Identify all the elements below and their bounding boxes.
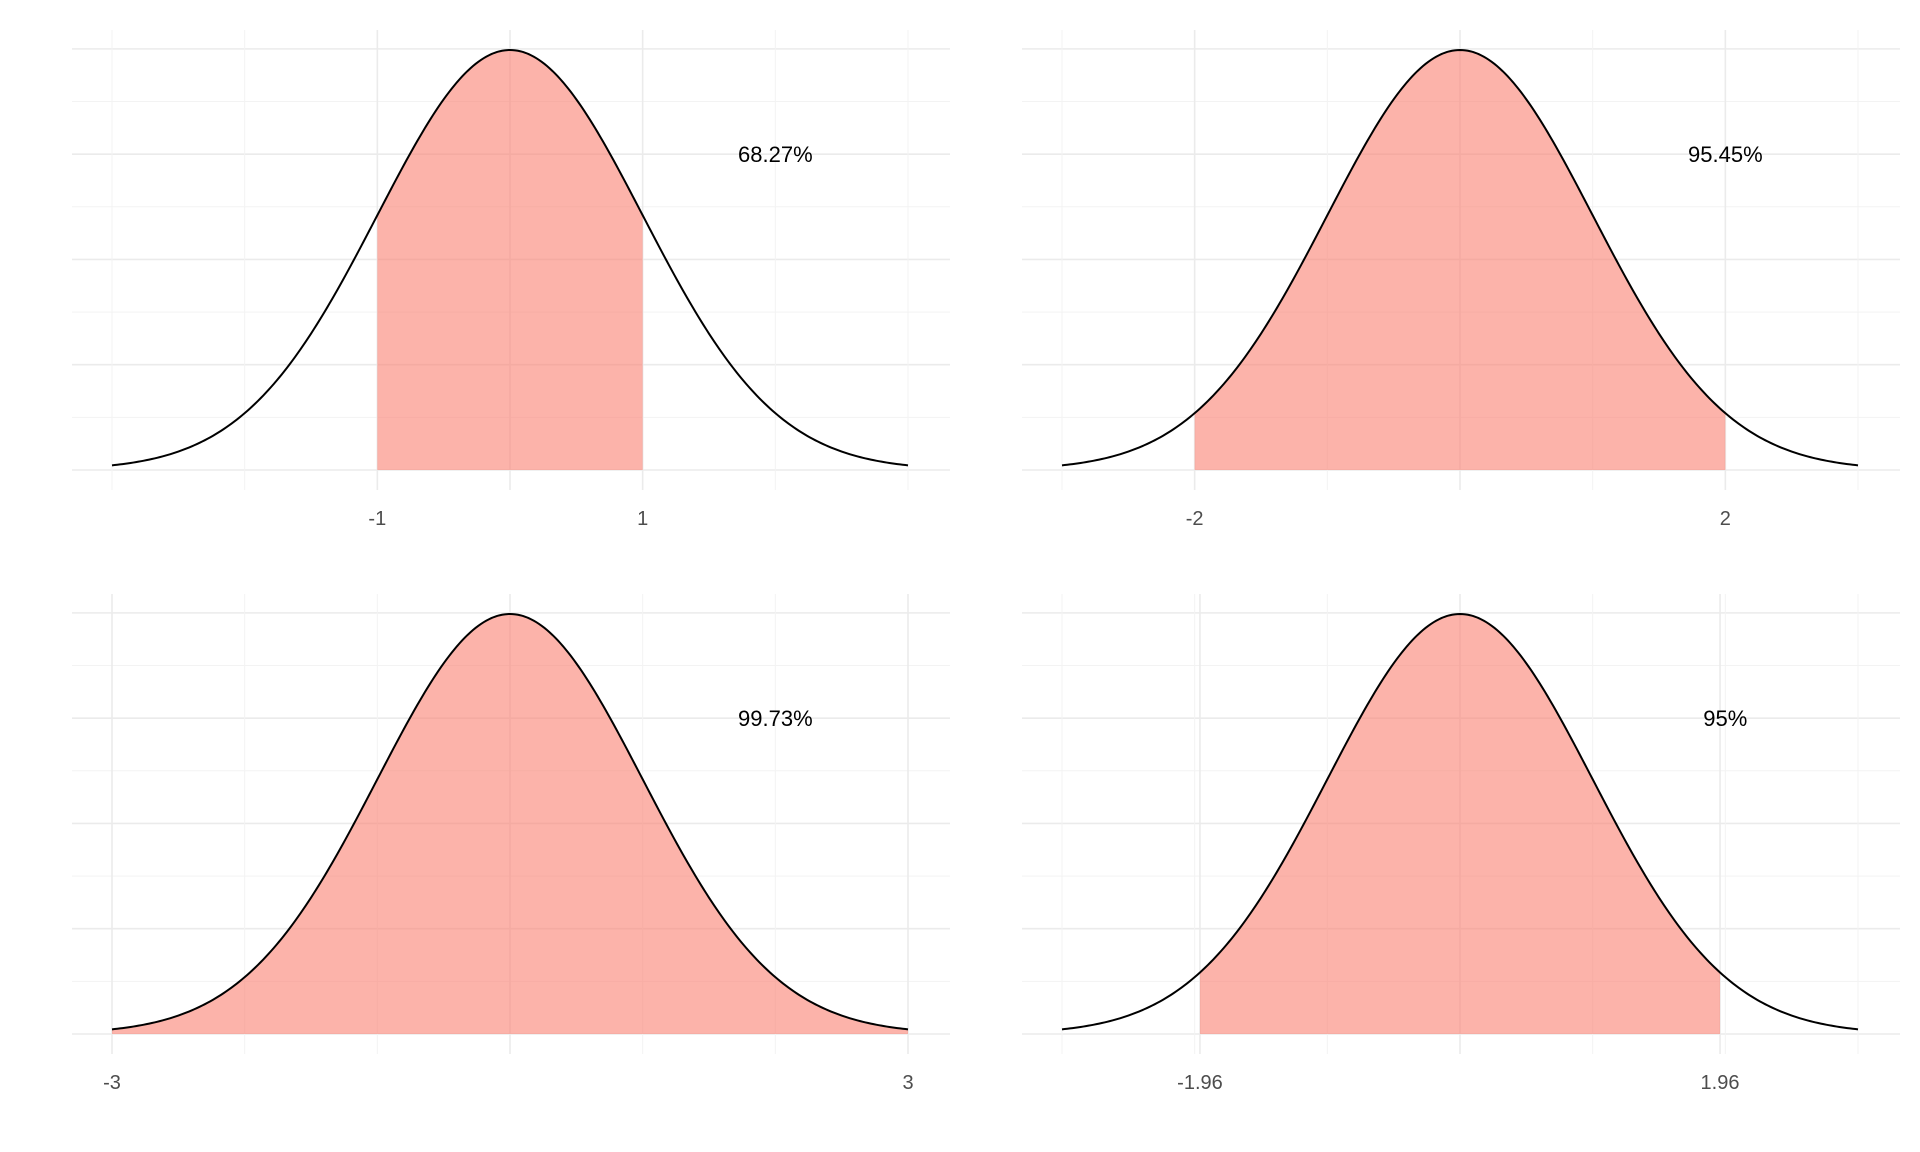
density-curve bbox=[111, 48, 909, 467]
shaded-area bbox=[1199, 614, 1721, 1034]
x-tick-label: -2 bbox=[1186, 508, 1204, 530]
panel-2: -2 2 95.45% bbox=[1022, 30, 1900, 530]
coverage-annotation: 95% bbox=[1703, 706, 1747, 731]
coverage-annotation: 68.27% bbox=[738, 142, 813, 167]
density-curve bbox=[111, 612, 909, 1031]
shaded-area bbox=[377, 50, 643, 470]
panel-3: -3 3 99.73% bbox=[72, 594, 950, 1094]
density-curve bbox=[1061, 48, 1859, 467]
x-tick-label: -3 bbox=[103, 1072, 121, 1094]
x-tick-label: 1.96 bbox=[1701, 1072, 1740, 1094]
x-tick-label: -1 bbox=[368, 508, 386, 530]
x-tick-label: 1 bbox=[637, 508, 648, 530]
shaded-area bbox=[1194, 50, 1726, 470]
x-tick-label: 2 bbox=[1720, 508, 1731, 530]
panel-4: -1.96 1.96 95% bbox=[1022, 594, 1900, 1094]
x-tick-label: -1.96 bbox=[1177, 1072, 1223, 1094]
x-tick-label: 3 bbox=[902, 1072, 913, 1094]
density-curve bbox=[1061, 612, 1859, 1031]
shaded-area bbox=[112, 614, 908, 1034]
coverage-annotation: 95.45% bbox=[1688, 142, 1763, 167]
panel-1: -1 1 68.27% bbox=[72, 30, 950, 530]
coverage-annotation: 99.73% bbox=[738, 706, 813, 731]
